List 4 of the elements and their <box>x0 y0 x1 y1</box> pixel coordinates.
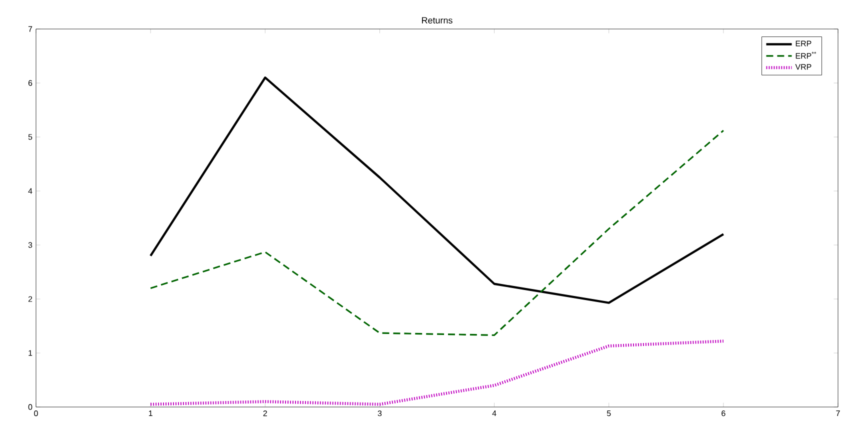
line-series <box>149 340 725 406</box>
line-series <box>149 76 725 304</box>
chart-title: Returns <box>422 17 452 24</box>
line-series <box>150 130 724 336</box>
